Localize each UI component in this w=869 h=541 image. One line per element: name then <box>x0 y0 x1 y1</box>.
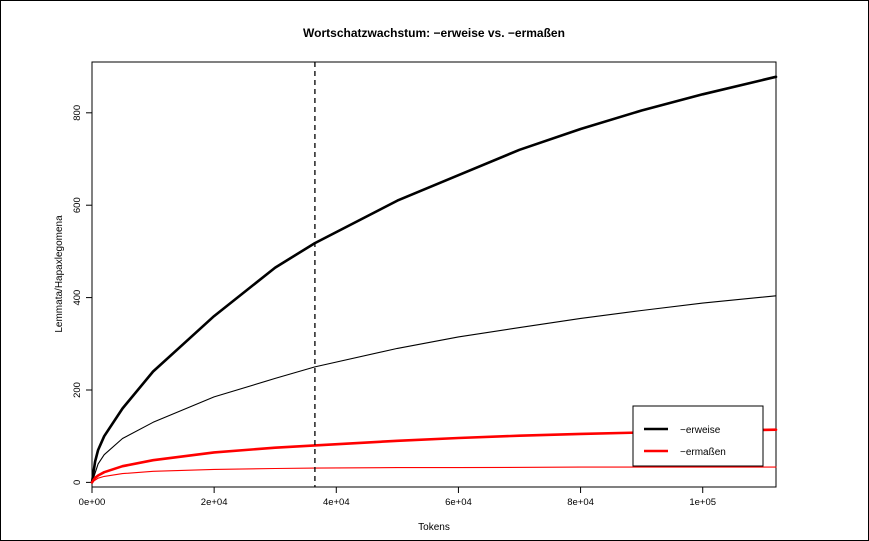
plot-area <box>91 61 777 488</box>
legend: −erweise −ermaßen <box>632 405 764 467</box>
x-tick-label: 8e+04 <box>567 497 594 508</box>
chart-title: Wortschatzwachstum: −erweise vs. −ermaße… <box>303 26 565 40</box>
y-axis-label: Lemmata/Hapaxlegomena <box>54 215 65 333</box>
series-layer <box>90 62 778 487</box>
x-axis-label: Tokens <box>418 522 450 533</box>
series-line-4 <box>91 466 777 483</box>
y-tick-label: 800 <box>72 105 83 121</box>
x-tick-label: 0e+00 <box>79 497 106 508</box>
legend-box <box>632 405 764 467</box>
series-line-3 <box>90 428 778 484</box>
series-line-2 <box>91 295 777 483</box>
legend-label-ermassen: −ermaßen <box>680 447 726 458</box>
x-tick-label: 6e+04 <box>445 497 472 508</box>
x-tick-label: 2e+04 <box>201 497 228 508</box>
axes: 0e+00 2e+04 4e+04 6e+04 8e+04 1e+05 0 200 400 600… <box>72 105 716 508</box>
y-tick-label: 400 <box>72 290 83 306</box>
legend-label-erweise: −erweise <box>680 425 721 436</box>
series-line-1 <box>90 75 778 484</box>
y-tick-label: 200 <box>72 382 83 398</box>
y-tick-label: 0 <box>72 480 83 485</box>
y-tick-label: 600 <box>72 197 83 213</box>
x-tick-label: 1e+05 <box>689 497 716 508</box>
x-tick-label: 4e+04 <box>323 497 350 508</box>
